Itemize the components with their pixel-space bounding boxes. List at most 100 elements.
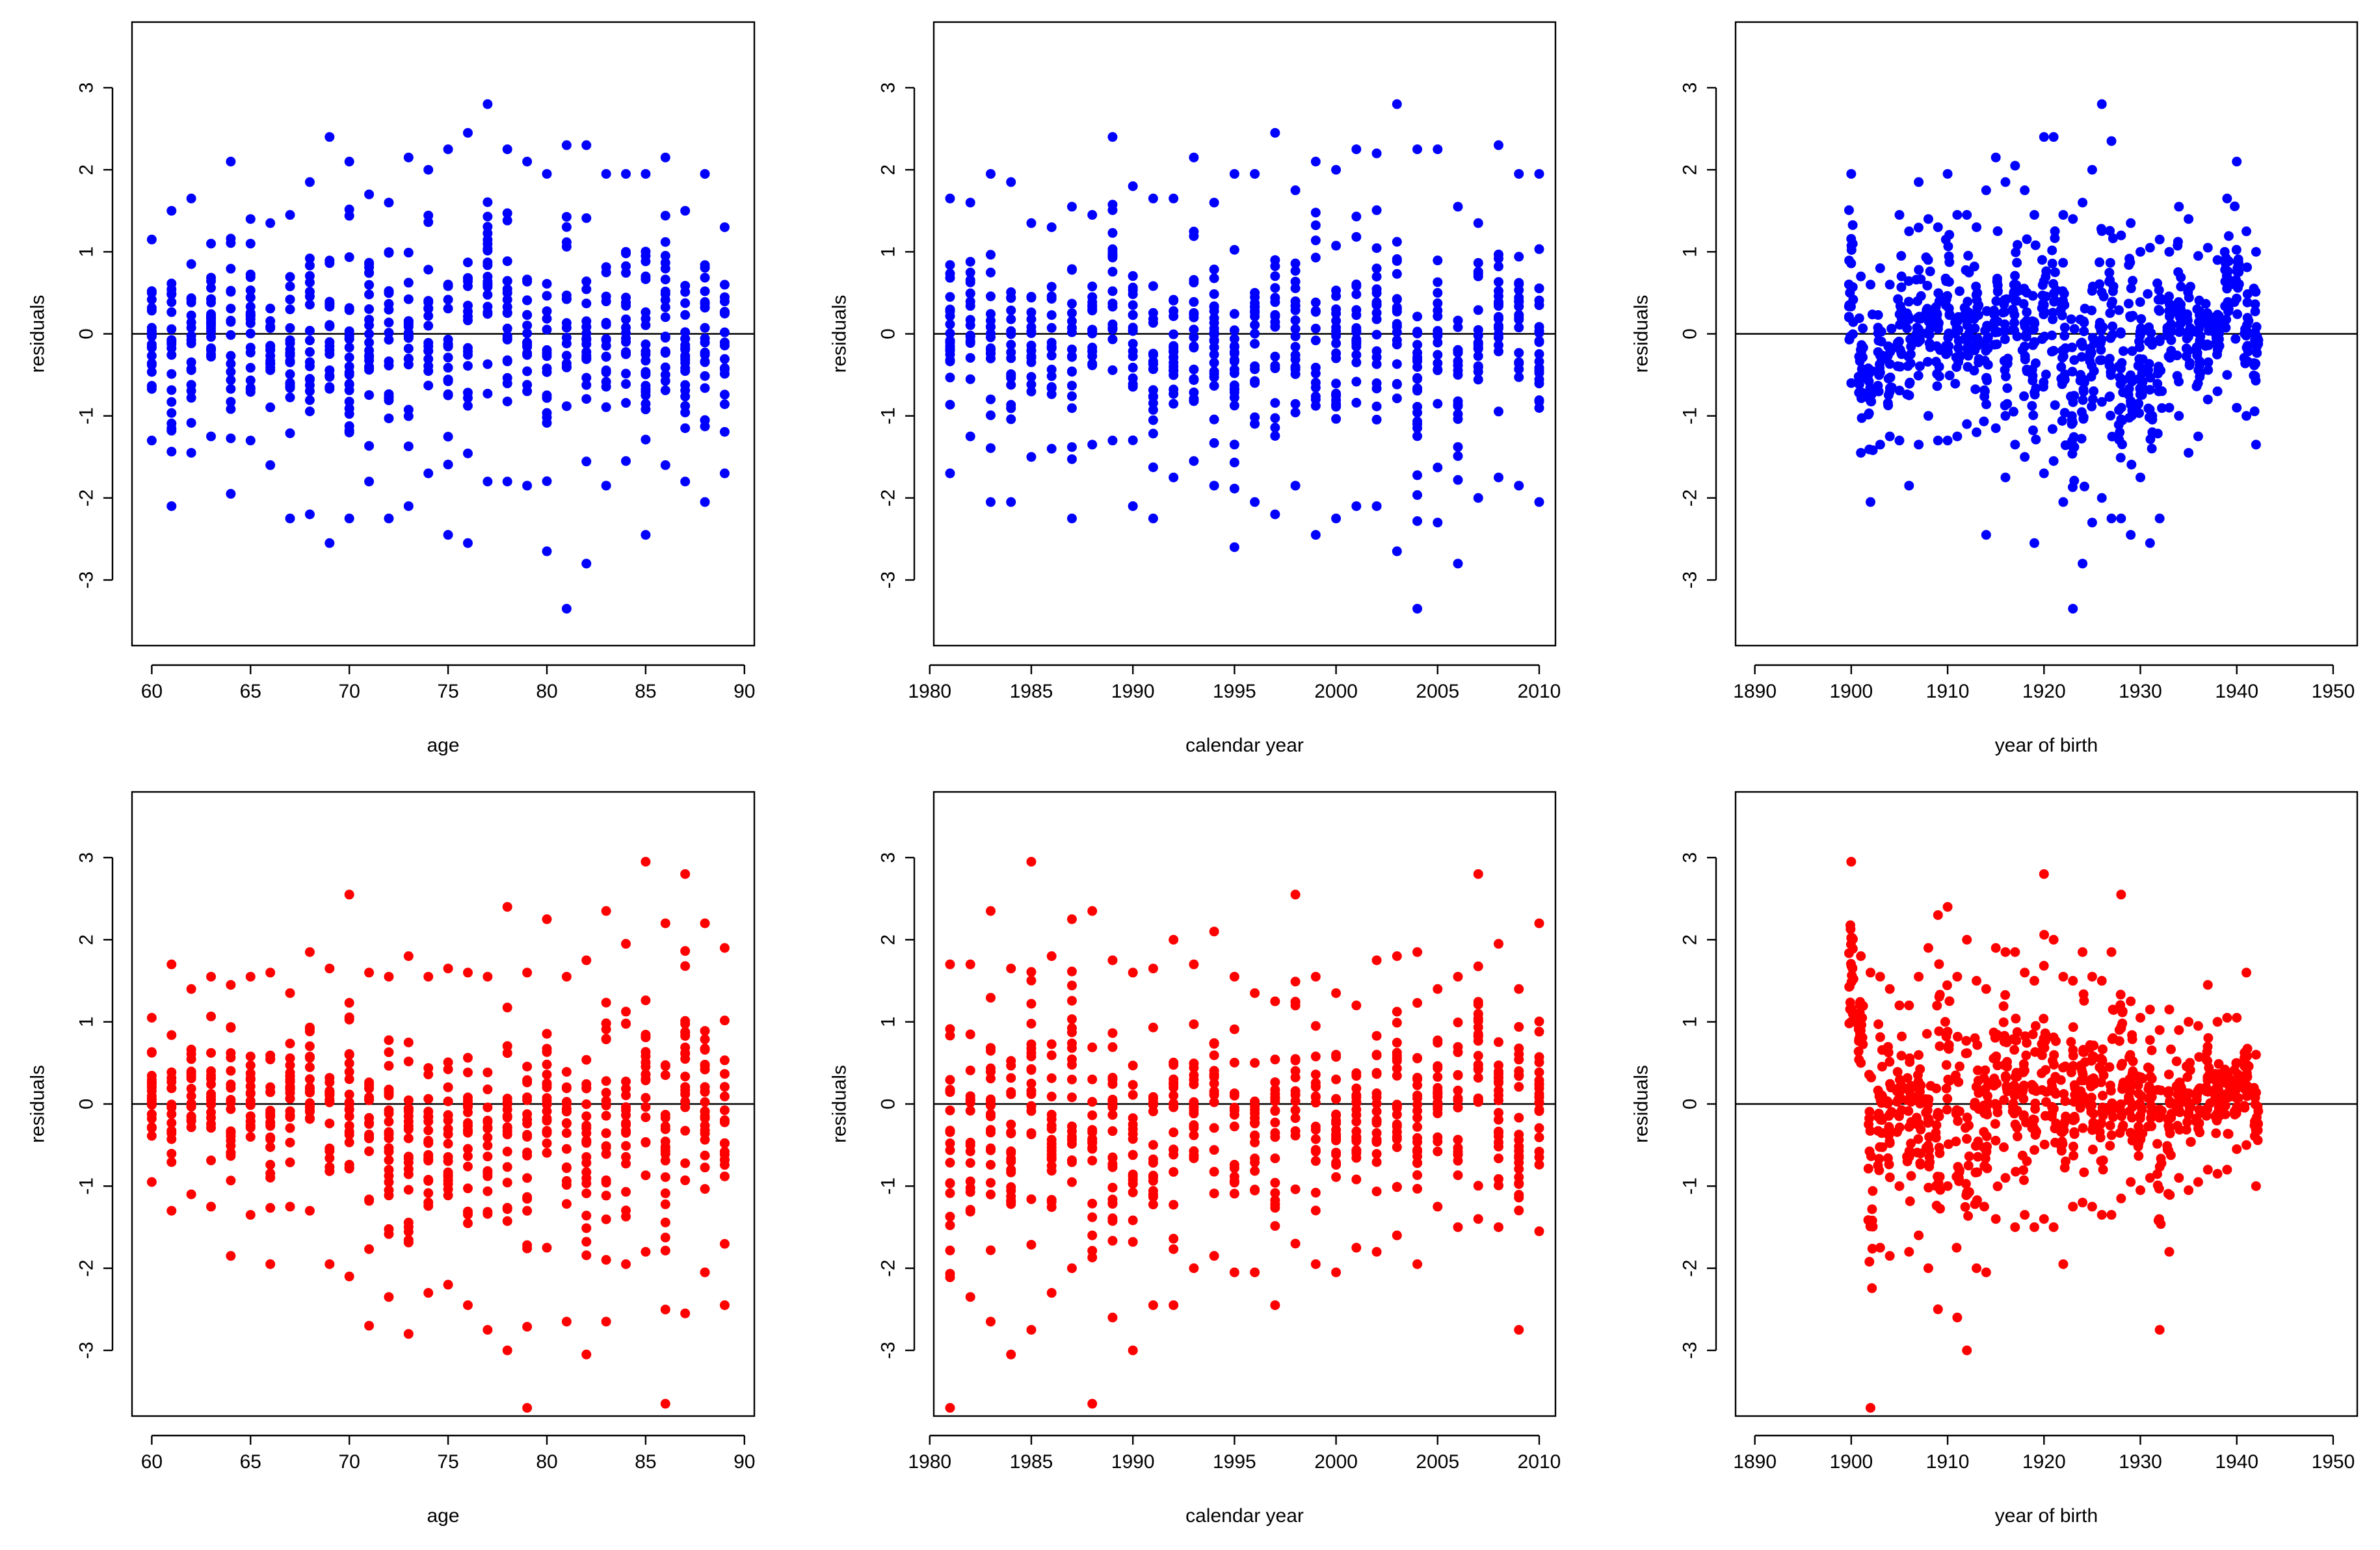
data-point — [2059, 374, 2070, 385]
data-point — [1934, 959, 1944, 969]
data-point — [2079, 326, 2089, 337]
data-point — [601, 1149, 611, 1159]
data-point — [1534, 300, 1544, 310]
data-point — [1006, 964, 1016, 974]
x-axis-label: age — [427, 735, 459, 756]
data-point — [1473, 374, 1483, 385]
data-point — [502, 1048, 512, 1058]
data-point — [2000, 472, 2011, 482]
data-point — [2175, 1107, 2185, 1118]
data-point — [1371, 346, 1382, 356]
data-point — [226, 304, 236, 314]
data-point — [1270, 430, 1280, 441]
data-point — [719, 354, 730, 364]
data-point — [1046, 343, 1057, 353]
x-tick-label: 1950 — [2312, 681, 2355, 702]
data-point — [1972, 222, 1982, 232]
data-point — [2028, 1081, 2039, 1092]
data-point — [680, 946, 691, 956]
data-point — [965, 1292, 975, 1302]
data-point — [1847, 934, 1858, 944]
data-point — [462, 1067, 473, 1077]
data-point — [1514, 1151, 1524, 1161]
data-point — [403, 1237, 414, 1248]
data-point — [226, 1079, 236, 1090]
data-point — [1970, 1167, 1981, 1177]
data-point — [206, 297, 217, 308]
data-point — [680, 1085, 691, 1096]
data-point — [2095, 279, 2105, 289]
data-point — [700, 272, 710, 283]
data-point — [1066, 442, 1077, 453]
data-point — [483, 239, 493, 249]
data-point — [1209, 1066, 1219, 1076]
data-point — [1944, 230, 1955, 240]
data-point — [660, 1217, 670, 1228]
data-point — [384, 1088, 394, 1098]
data-point — [502, 323, 512, 334]
data-point — [483, 359, 493, 369]
data-point — [285, 1202, 295, 1212]
data-point — [2108, 282, 2119, 292]
data-point — [1128, 1129, 1138, 1139]
data-point — [2220, 1101, 2230, 1111]
data-point — [1209, 1050, 1219, 1060]
data-point — [2114, 405, 2124, 415]
data-point — [1229, 244, 1239, 255]
data-point — [502, 308, 512, 318]
data-point — [2106, 1130, 2117, 1140]
data-point — [245, 375, 256, 386]
data-point — [2184, 360, 2195, 371]
data-point — [2253, 1118, 2264, 1129]
data-point — [146, 1099, 157, 1110]
data-point — [2135, 1012, 2146, 1023]
data-point — [1894, 1181, 1905, 1191]
data-point — [1189, 152, 1199, 163]
data-point — [344, 1271, 354, 1281]
data-point — [680, 352, 691, 362]
data-point — [1412, 339, 1423, 350]
data-point — [1006, 1167, 1016, 1177]
data-point — [641, 347, 651, 357]
data-point — [1990, 1214, 2001, 1224]
data-point — [680, 205, 691, 216]
data-point — [2201, 1086, 2211, 1096]
data-point — [1128, 181, 1138, 191]
data-point — [1209, 198, 1219, 208]
data-point — [1148, 281, 1158, 291]
data-point — [2050, 226, 2060, 237]
data-point — [1371, 1246, 1382, 1257]
data-point — [2057, 286, 2068, 296]
data-point — [1209, 1166, 1219, 1177]
data-point — [1270, 293, 1280, 303]
data-point — [1066, 202, 1077, 212]
data-point — [1990, 1119, 2000, 1129]
data-point — [1128, 322, 1138, 333]
data-point — [443, 1082, 453, 1092]
data-point — [1433, 306, 1443, 316]
y-tick-label: 3 — [1680, 83, 1701, 94]
data-point — [1866, 967, 1876, 978]
data-point — [1942, 168, 1953, 179]
data-point — [1534, 1132, 1544, 1142]
data-point — [2251, 246, 2261, 257]
data-point — [206, 1011, 217, 1021]
data-point — [2117, 1006, 2128, 1016]
data-point — [1863, 365, 1873, 375]
data-point — [344, 157, 354, 167]
data-point — [1107, 1235, 1118, 1246]
data-point — [581, 1083, 592, 1093]
data-point — [1107, 955, 1118, 965]
data-point — [2191, 1116, 2201, 1127]
data-point — [483, 477, 493, 487]
data-point — [1896, 251, 1907, 261]
x-tick-label: 85 — [635, 681, 656, 702]
data-point — [1229, 368, 1239, 378]
data-point — [2242, 1091, 2253, 1101]
data-point — [502, 256, 512, 267]
x-tick-label: 1900 — [1829, 681, 1873, 702]
y-tick-label: 1 — [878, 246, 899, 257]
data-point — [1433, 1136, 1443, 1147]
data-point — [522, 1205, 533, 1216]
data-point — [1902, 1151, 1912, 1162]
